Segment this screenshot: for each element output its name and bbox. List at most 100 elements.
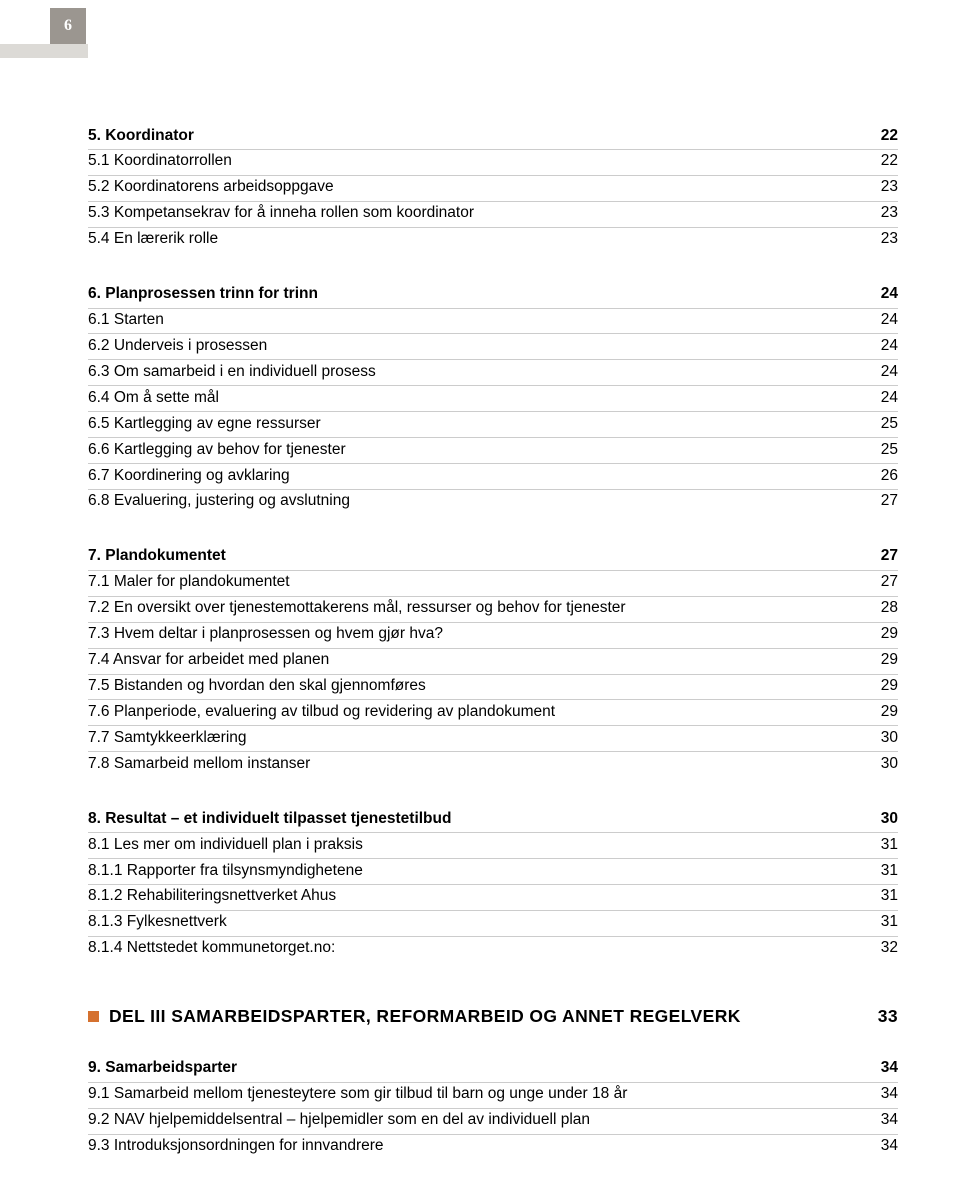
toc-page: 29 [861,624,898,645]
toc-title: 9.1 Samarbeid mellom tjenesteytere som g… [88,1084,861,1105]
toc-row: 7. Plandokumentet27 [88,545,898,571]
toc-row: 5.1 Koordinatorrollen22 [88,150,898,176]
toc-page: 31 [861,835,898,856]
toc-row: 5.4 En lærerik rolle23 [88,228,898,253]
toc-section: 6. Planprosessen trinn for trinn246.1 St… [88,283,898,515]
toc-title: 9.2 NAV hjelpemiddelsentral – hjelpemidl… [88,1110,861,1131]
page-number-tab: 6 [50,8,86,44]
toc-title: 7.3 Hvem deltar i planprosessen og hvem … [88,624,861,645]
toc-title: 8.1 Les mer om individuell plan i praksi… [88,835,861,856]
toc-title: 7.2 En oversikt over tjenestemottakerens… [88,598,861,619]
toc-title: 6.7 Koordinering og avklaring [88,466,861,487]
toc-title: 8. Resultat – et individuelt tilpasset t… [88,809,861,830]
toc-row: 6.6 Kartlegging av behov for tjenester25 [88,438,898,464]
toc-title: 6.4 Om å sette mål [88,388,861,409]
toc-page: 23 [861,229,898,250]
toc-page: 23 [861,177,898,198]
toc-page: 34 [861,1058,898,1079]
toc-title: 6. Planprosessen trinn for trinn [88,284,861,305]
toc-row: 5. Koordinator22 [88,124,898,150]
toc-page: 29 [861,702,898,723]
toc-title: 6.1 Starten [88,310,861,331]
toc-row: 6.5 Kartlegging av egne ressurser25 [88,412,898,438]
toc-row: 5.2 Koordinatorens arbeidsoppgave23 [88,176,898,202]
toc-title: 5.4 En lærerik rolle [88,229,861,250]
toc-row: 6.8 Evaluering, justering og avslutning2… [88,490,898,515]
toc-title: 9.3 Introduksjonsordningen for innvandre… [88,1136,861,1157]
toc-page: 27 [861,546,898,567]
toc-page: 31 [861,912,898,933]
toc-row: 8. Resultat – et individuelt tilpasset t… [88,807,898,833]
toc-row: 6.2 Underveis i prosessen24 [88,334,898,360]
part-marker-icon [88,1011,99,1022]
toc-section: 8. Resultat – et individuelt tilpasset t… [88,807,898,962]
toc-title: 7.8 Samarbeid mellom instanser [88,754,861,775]
toc-page: 30 [861,728,898,749]
toc-section: 9. Samarbeidsparter349.1 Samarbeid mello… [88,1057,898,1160]
toc-row: 8.1 Les mer om individuell plan i praksi… [88,833,898,859]
toc-row: 6.3 Om samarbeid i en individuell proses… [88,360,898,386]
toc-title: 8.1.4 Nettstedet kommunetorget.no: [88,938,861,959]
toc-title: 7.6 Planperiode, evaluering av tilbud og… [88,702,861,723]
toc-page: 34 [861,1110,898,1131]
toc-title: 8.1.2 Rehabiliteringsnettverket Ahus [88,886,861,907]
toc-row: 7.5 Bistanden og hvordan den skal gjenno… [88,675,898,701]
toc-row: 6.1 Starten24 [88,309,898,335]
toc-title: 8.1.1 Rapporter fra tilsynsmyndighetene [88,861,861,882]
toc-row: 7.7 Samtykkeerklæring30 [88,726,898,752]
page-tab-shadow [0,44,88,58]
toc-title: 6.6 Kartlegging av behov for tjenester [88,440,861,461]
toc-page: 25 [861,414,898,435]
toc-page: 24 [861,310,898,331]
toc-row: 9.3 Introduksjonsordningen for innvandre… [88,1135,898,1160]
toc-page: 27 [861,491,898,512]
toc-title: 7.1 Maler for plandokumentet [88,572,861,593]
toc-page: 27 [861,572,898,593]
toc-row: 7.1 Maler for plandokumentet27 [88,571,898,597]
toc-page: 32 [861,938,898,959]
toc-page: 24 [861,362,898,383]
toc-page: 22 [861,126,898,147]
toc-row: 8.1.2 Rehabiliteringsnettverket Ahus31 [88,885,898,911]
toc-title: 5.3 Kompetansekrav for å inneha rollen s… [88,203,861,224]
toc-row: 7.3 Hvem deltar i planprosessen og hvem … [88,623,898,649]
toc-page: 30 [861,754,898,775]
toc-content: 5. Koordinator225.1 Koordinatorrollen225… [88,124,898,1189]
toc-title: 7.4 Ansvar for arbeidet med planen [88,650,861,671]
toc-title: 7.5 Bistanden og hvordan den skal gjenno… [88,676,861,697]
toc-title: 6.2 Underveis i prosessen [88,336,861,357]
page-number: 6 [64,17,72,35]
toc-title: 5.1 Koordinatorrollen [88,151,861,172]
toc-page: 22 [861,151,898,172]
toc-row: 7.2 En oversikt over tjenestemottakerens… [88,597,898,623]
toc-row: 6.4 Om å sette mål24 [88,386,898,412]
toc-title: 8.1.3 Fylkesnettverk [88,912,861,933]
toc-row: 7.4 Ansvar for arbeidet med planen29 [88,649,898,675]
toc-page: 29 [861,676,898,697]
toc-row: 7.6 Planperiode, evaluering av tilbud og… [88,700,898,726]
toc-row: 8.1.4 Nettstedet kommunetorget.no:32 [88,937,898,962]
toc-page: 26 [861,466,898,487]
toc-page: 31 [861,886,898,907]
toc-page: 28 [861,598,898,619]
toc-section: 7. Plandokumentet277.1 Maler for plandok… [88,545,898,777]
toc-page: 23 [861,203,898,224]
toc-title: 6.3 Om samarbeid i en individuell proses… [88,362,861,383]
toc-page: 24 [861,284,898,305]
part-page: 33 [858,1006,898,1027]
toc-row: 8.1.1 Rapporter fra tilsynsmyndighetene3… [88,859,898,885]
toc-section: 5. Koordinator225.1 Koordinatorrollen225… [88,124,898,253]
toc-page: 34 [861,1136,898,1157]
toc-page: 25 [861,440,898,461]
toc-page: 30 [861,809,898,830]
toc-title: 9. Samarbeidsparter [88,1058,861,1079]
toc-page: 29 [861,650,898,671]
toc-row: 6. Planprosessen trinn for trinn24 [88,283,898,309]
toc-row: 7.8 Samarbeid mellom instanser30 [88,752,898,777]
toc-title: 5.2 Koordinatorens arbeidsoppgave [88,177,861,198]
toc-page: 31 [861,861,898,882]
part-title: DEL III SAMARBEIDSPARTER, REFORMARBEID O… [109,1006,858,1027]
toc-page: 24 [861,336,898,357]
toc-row: 9.2 NAV hjelpemiddelsentral – hjelpemidl… [88,1109,898,1135]
toc-row: 6.7 Koordinering og avklaring26 [88,464,898,490]
